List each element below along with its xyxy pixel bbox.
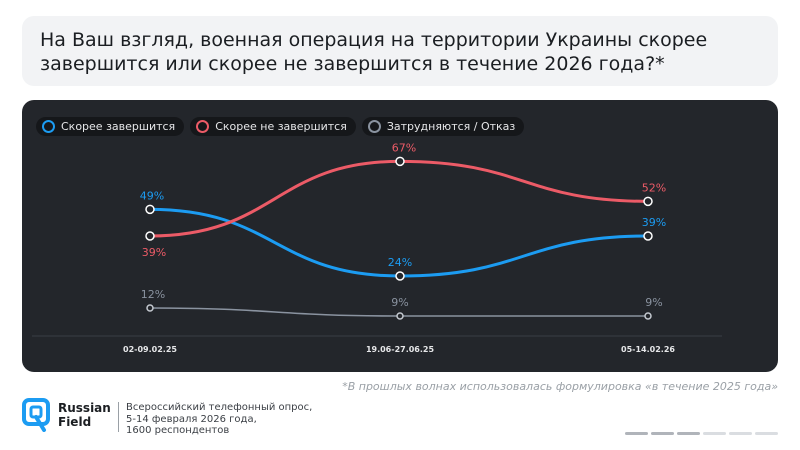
pager-dash-2[interactable] <box>651 432 674 435</box>
legend-item-will-end[interactable]: Скорее завершится <box>36 117 185 136</box>
question-title: На Ваш взгляд, военная операция на терри… <box>40 29 708 75</box>
series-line-1 <box>148 159 650 238</box>
legend-marker-will-not-end <box>196 120 210 133</box>
pager-dash-6[interactable] <box>755 432 778 435</box>
survey-source: Всероссийский телефонный опрос, 5-14 фев… <box>126 402 312 437</box>
data-point-2-0 <box>146 304 154 312</box>
data-label-2-0: 12% <box>141 288 165 301</box>
data-label-0-1: 24% <box>388 256 412 269</box>
data-point-1-1 <box>395 156 405 167</box>
data-label-1-1: 67% <box>392 141 416 154</box>
legend-label-will-end: Скорее завершится <box>61 120 176 133</box>
x-tick-label-0: 02-09.02.25 <box>123 345 177 354</box>
x-tick-label-1: 19.06-27.06.25 <box>366 345 435 354</box>
source-line-3: 1600 респондентов <box>126 425 230 436</box>
pager-dash-1[interactable] <box>625 432 648 435</box>
legend-marker-undecided <box>367 120 381 133</box>
data-label-0-2: 39% <box>642 216 666 229</box>
data-label-1-2: 52% <box>642 181 666 194</box>
data-label-1-0: 39% <box>142 246 166 259</box>
brand-line-2: Field <box>58 415 92 429</box>
x-tick-label-2: 05-14.02.26 <box>621 345 675 354</box>
pager-dash-5[interactable] <box>729 432 752 435</box>
data-point-0-0 <box>145 204 155 215</box>
question-box: На Ваш взгляд, военная операция на терри… <box>22 16 778 86</box>
data-label-2-1: 9% <box>391 296 408 309</box>
legend-item-undecided[interactable]: Затрудняются / Отказ <box>361 117 525 136</box>
data-label-2-2: 9% <box>645 296 662 309</box>
brand-logo: Russian Field <box>22 398 111 432</box>
slide-pager <box>625 432 778 435</box>
footnote: *В прошлых волнах использовалась формули… <box>342 380 778 393</box>
data-label-0-0: 49% <box>140 189 164 202</box>
pager-dash-3[interactable] <box>677 432 700 435</box>
data-point-2-1 <box>396 312 404 320</box>
data-point-1-2 <box>643 196 653 207</box>
brand-name: Russian Field <box>58 401 111 429</box>
source-line-2: 5-14 февраля 2026 года, <box>126 413 257 425</box>
legend-label-undecided: Затрудняются / Отказ <box>386 120 516 133</box>
data-point-0-2 <box>643 231 653 241</box>
legend-marker-will-end <box>42 120 55 133</box>
pager-dash-4[interactable] <box>703 432 726 435</box>
legend: Скорее завершится Скорее не завершится З… <box>36 117 525 136</box>
data-point-0-1 <box>395 271 405 281</box>
logo-divider <box>118 402 119 432</box>
chart-panel: 49% 24% 39% 39% 67% 52% 12% 9% 9% 02-09.02.25 19.0… <box>22 100 778 372</box>
logo-icon <box>22 398 50 432</box>
data-point-2-2 <box>644 312 652 320</box>
legend-label-will-not-end: Скорее не завершится <box>215 120 347 133</box>
line-chart: 49% 24% 39% 39% 67% 52% 12% 9% 9% 02-09.02.25 19.0… <box>32 141 722 354</box>
source-line-1: Всероссийский телефонный опрос, <box>126 402 313 413</box>
legend-item-will-not-end[interactable]: Скорее не завершится <box>190 117 356 136</box>
brand-line-1: Russian <box>58 401 111 415</box>
data-point-1-0 <box>145 231 155 241</box>
